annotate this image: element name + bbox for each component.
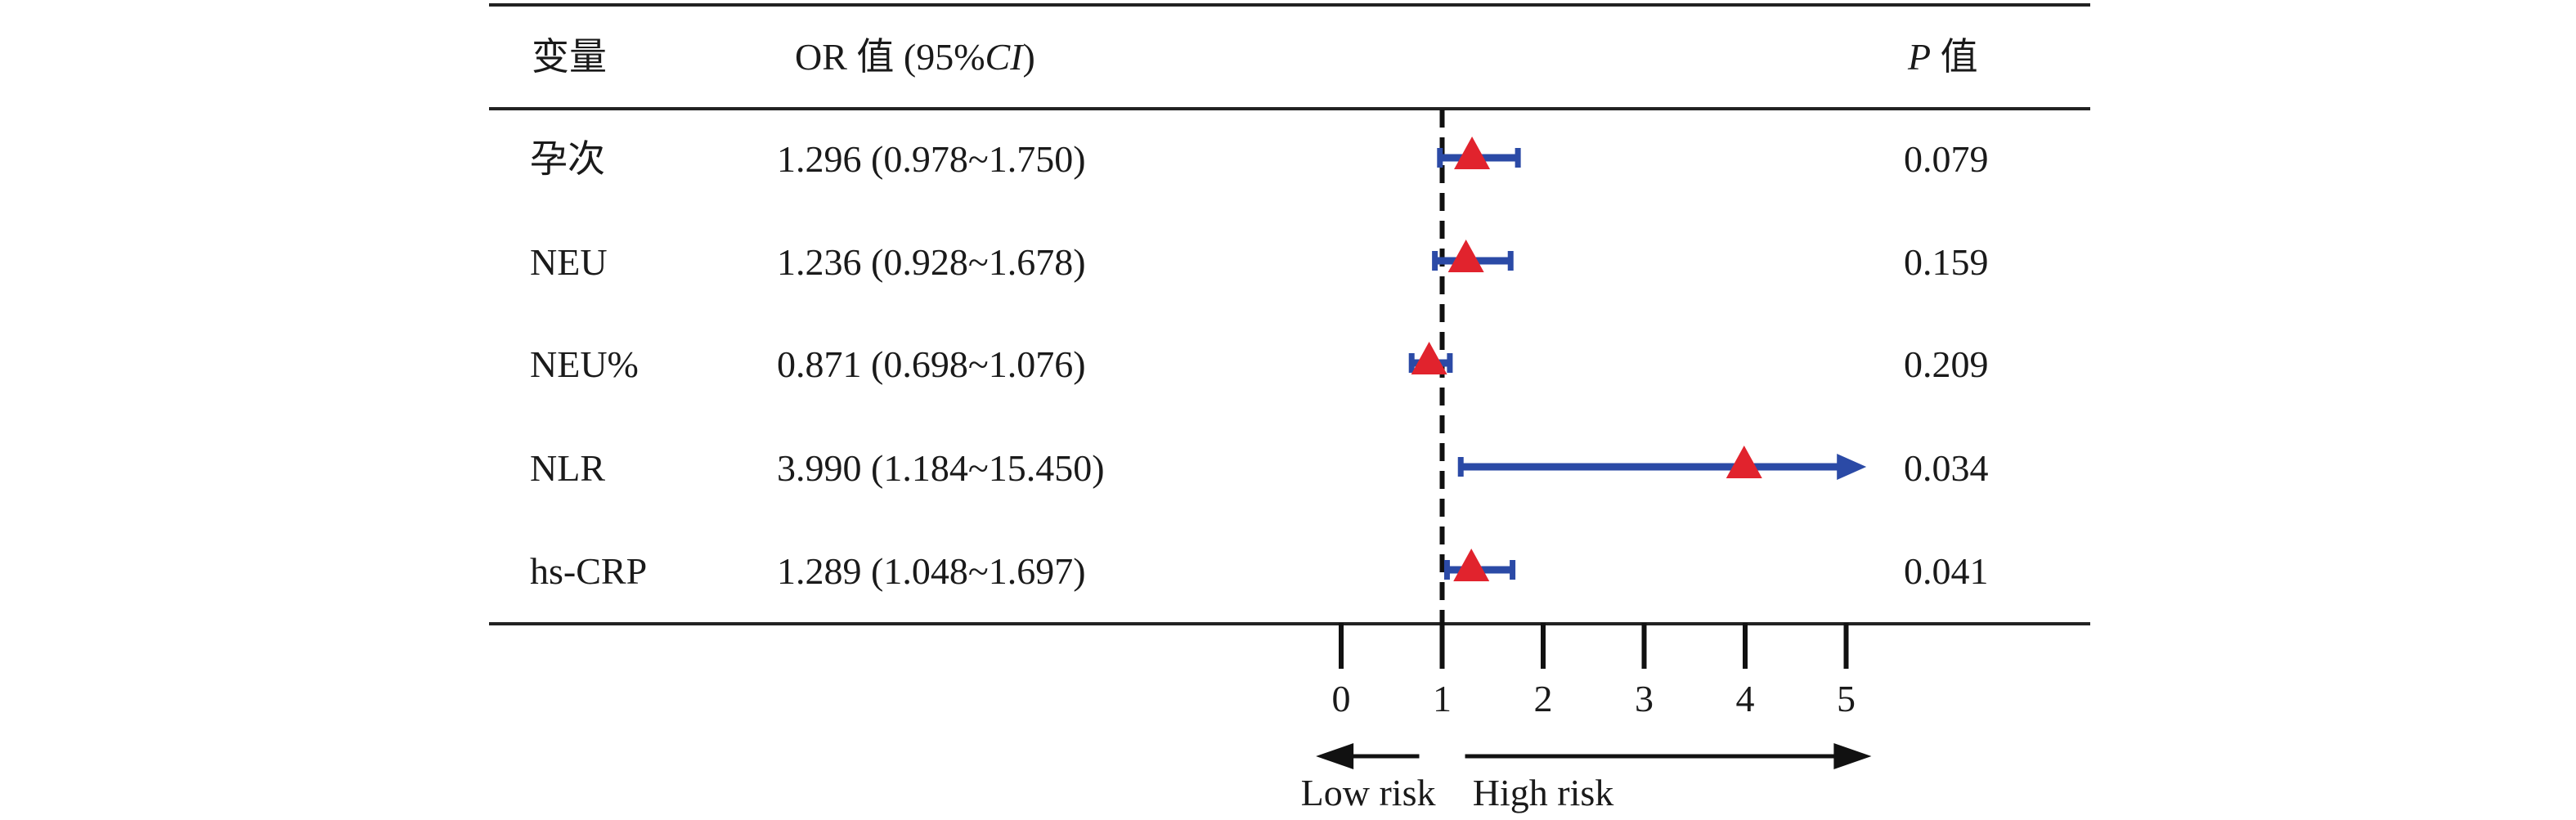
row-variable-2: NEU bbox=[530, 241, 608, 283]
x-tick-label-3: 3 bbox=[1635, 678, 1654, 719]
header-rule bbox=[489, 107, 2090, 110]
or-marker-1 bbox=[1454, 137, 1491, 169]
row-p-2: 0.159 bbox=[1904, 241, 1989, 283]
high-risk-arrowhead bbox=[1833, 743, 1872, 769]
header-p: P 值 bbox=[1908, 36, 1978, 78]
or-marker-2 bbox=[1447, 240, 1484, 272]
low-risk-arrowhead bbox=[1316, 743, 1354, 769]
low-risk-label: Low risk bbox=[1301, 772, 1436, 813]
row-or-2: 1.236 (0.928~1.678) bbox=[777, 241, 1086, 283]
or-marker-3 bbox=[1411, 342, 1447, 374]
ci-arrow-4 bbox=[1837, 454, 1867, 480]
or-marker-5 bbox=[1453, 549, 1490, 581]
bottom-rule bbox=[489, 622, 2090, 625]
header-or: OR 值 (95%CI) bbox=[795, 36, 1035, 78]
high-risk-label: High risk bbox=[1473, 772, 1614, 813]
row-or-1: 1.296 (0.978~1.750) bbox=[777, 138, 1086, 180]
row-variable-1: 孕次 bbox=[530, 138, 605, 180]
row-p-3: 0.209 bbox=[1904, 343, 1989, 385]
header-variable: 变量 bbox=[532, 36, 607, 78]
row-variable-3: NEU% bbox=[530, 343, 639, 385]
row-or-3: 0.871 (0.698~1.076) bbox=[777, 343, 1086, 385]
or-marker-4 bbox=[1726, 446, 1762, 478]
row-variable-4: NLR bbox=[530, 447, 605, 489]
x-tick-label-1: 1 bbox=[1433, 678, 1452, 719]
row-p-5: 0.041 bbox=[1904, 550, 1989, 592]
row-or-4: 3.990 (1.184~15.450) bbox=[777, 447, 1105, 489]
x-tick-label-4: 4 bbox=[1736, 678, 1755, 719]
row-p-1: 0.079 bbox=[1904, 138, 1989, 180]
top-rule bbox=[489, 3, 2090, 7]
row-variable-5: hs-CRP bbox=[530, 550, 648, 592]
row-p-4: 0.034 bbox=[1904, 447, 1989, 489]
x-tick-label-2: 2 bbox=[1534, 678, 1553, 719]
x-tick-label-0: 0 bbox=[1332, 678, 1351, 719]
x-tick-label-5: 5 bbox=[1837, 678, 1856, 719]
row-or-5: 1.289 (1.048~1.697) bbox=[777, 550, 1086, 592]
